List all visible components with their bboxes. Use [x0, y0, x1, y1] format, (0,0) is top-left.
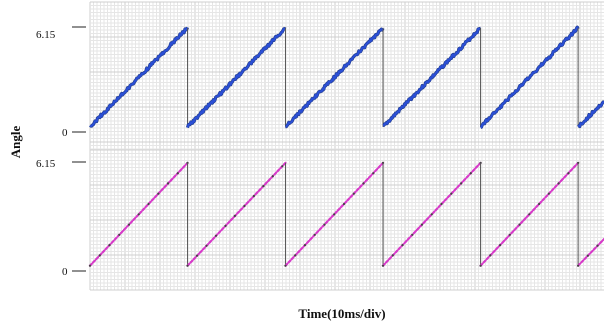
series-sample-point [430, 213, 433, 216]
series-sample-point [469, 172, 472, 175]
series-ramp [89, 27, 189, 127]
series-sample-point [401, 244, 404, 247]
series-sample-point [450, 192, 453, 195]
series-ramp [285, 27, 384, 128]
series-ramp [480, 26, 580, 129]
series-sample-point [224, 224, 227, 227]
y-tick-bottom-max: 6.15 [36, 158, 56, 170]
series-sample-point [284, 264, 287, 267]
y-tick-top-zero: 0 [62, 127, 68, 139]
y-tick-top-max: 6.15 [36, 29, 56, 41]
series-sample-point [362, 182, 365, 185]
series-sample-point [528, 213, 531, 216]
series-sample-point [252, 194, 255, 198]
series-sample-point [176, 172, 179, 175]
series-sample-point [420, 223, 424, 226]
series-sample-point [137, 213, 140, 216]
series-sample-point [323, 223, 326, 226]
series-sample-point [127, 223, 131, 226]
series-sample-point [499, 244, 502, 247]
series-sample-point [518, 223, 521, 226]
panel-top [72, 1, 604, 150]
y-tick-bottom-zero: 0 [62, 266, 68, 278]
series-sample-point [157, 192, 160, 195]
series-ramp [382, 27, 481, 127]
series-sample-point [233, 214, 236, 217]
grid-bottom [89, 149, 604, 291]
series-sample-point [243, 204, 246, 208]
series-sample-point [557, 182, 560, 185]
series-sample-point [294, 254, 297, 257]
series-sample-point [547, 192, 550, 195]
x-axis-title: Time(10ms/div) [298, 306, 385, 321]
series-sample-point [381, 264, 385, 267]
series-sample-point [147, 202, 150, 206]
series-sample-point [577, 264, 580, 267]
series-sample-point [391, 254, 394, 257]
series-sample-point [352, 192, 355, 195]
series-sample-point [440, 202, 443, 206]
series-sample-point [281, 165, 284, 168]
y-axis-title: Angle [8, 126, 23, 159]
series-sample-point [214, 234, 218, 237]
series-sample-point [460, 182, 463, 185]
series-sample-point [195, 254, 199, 257]
series-sample-point [313, 233, 316, 236]
series-sample-point [271, 175, 274, 178]
series-sample-point [98, 254, 101, 257]
series-sample-point [186, 264, 189, 267]
series-sample-point [489, 254, 492, 257]
series-sample-point [205, 244, 208, 247]
series-ramp [577, 237, 604, 267]
grid-top [89, 1, 604, 150]
series-sample-point [108, 244, 111, 247]
series-sample-point [596, 244, 599, 247]
series-sample-point [342, 202, 346, 206]
series-sample-point [262, 185, 265, 188]
series-sample-point [411, 233, 414, 236]
series-sample-point [479, 264, 482, 267]
series-sample-point [586, 254, 589, 257]
panel-bottom [72, 149, 604, 291]
series-sample-point [166, 182, 170, 185]
series-sample-point [508, 233, 511, 236]
series-ramp [577, 101, 604, 128]
series-ramp [186, 27, 287, 128]
series-sample-point [88, 264, 92, 267]
series-sample-point [372, 172, 375, 175]
series-sample-point [333, 213, 336, 216]
series-sample-point [303, 244, 307, 247]
series-sample-point [538, 202, 541, 206]
series-ramp [186, 161, 287, 267]
series-sample-point [567, 172, 570, 175]
series-sample-point [118, 233, 121, 236]
